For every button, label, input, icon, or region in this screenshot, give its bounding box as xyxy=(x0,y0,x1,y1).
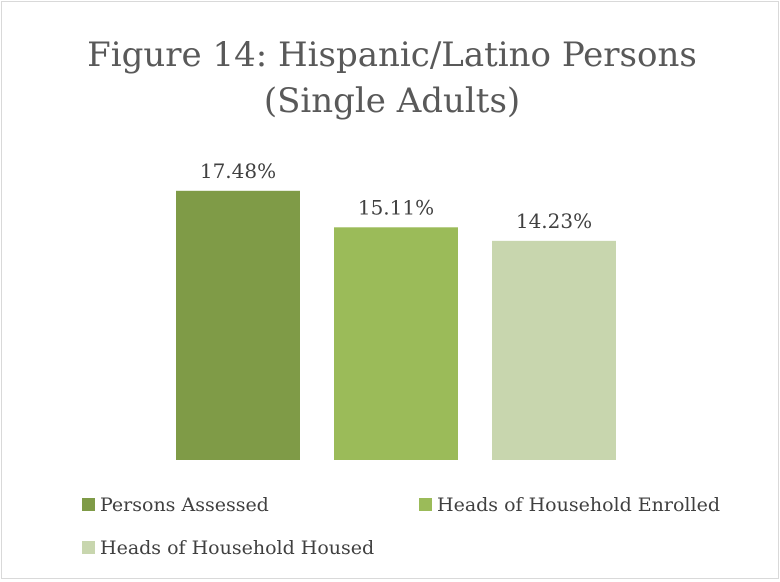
data-label-1: 17.48% xyxy=(200,159,276,183)
bar-3 xyxy=(492,240,616,460)
bar-group xyxy=(176,190,616,461)
legend-label-1: Persons Assessed xyxy=(100,494,269,516)
chart-title-line-1: Figure 14: Hispanic/Latino Persons xyxy=(87,35,697,75)
legend-label-3: Heads of Household Housed xyxy=(100,537,374,559)
data-label-group: 17.48% 15.11% 14.23% xyxy=(200,159,592,233)
legend: Persons Assessed Heads of Household Enrol… xyxy=(82,494,720,559)
legend-swatch-1 xyxy=(82,498,95,511)
bar-2 xyxy=(334,227,458,460)
bar-1 xyxy=(176,190,300,461)
legend-label-2: Heads of Household Enrolled xyxy=(437,494,720,516)
data-label-2: 15.11% xyxy=(358,195,434,219)
data-label-3: 14.23% xyxy=(516,209,592,233)
legend-swatch-2 xyxy=(419,498,432,511)
chart-title-line-2: (Single Adults) xyxy=(264,81,520,121)
legend-swatch-3 xyxy=(82,541,95,554)
